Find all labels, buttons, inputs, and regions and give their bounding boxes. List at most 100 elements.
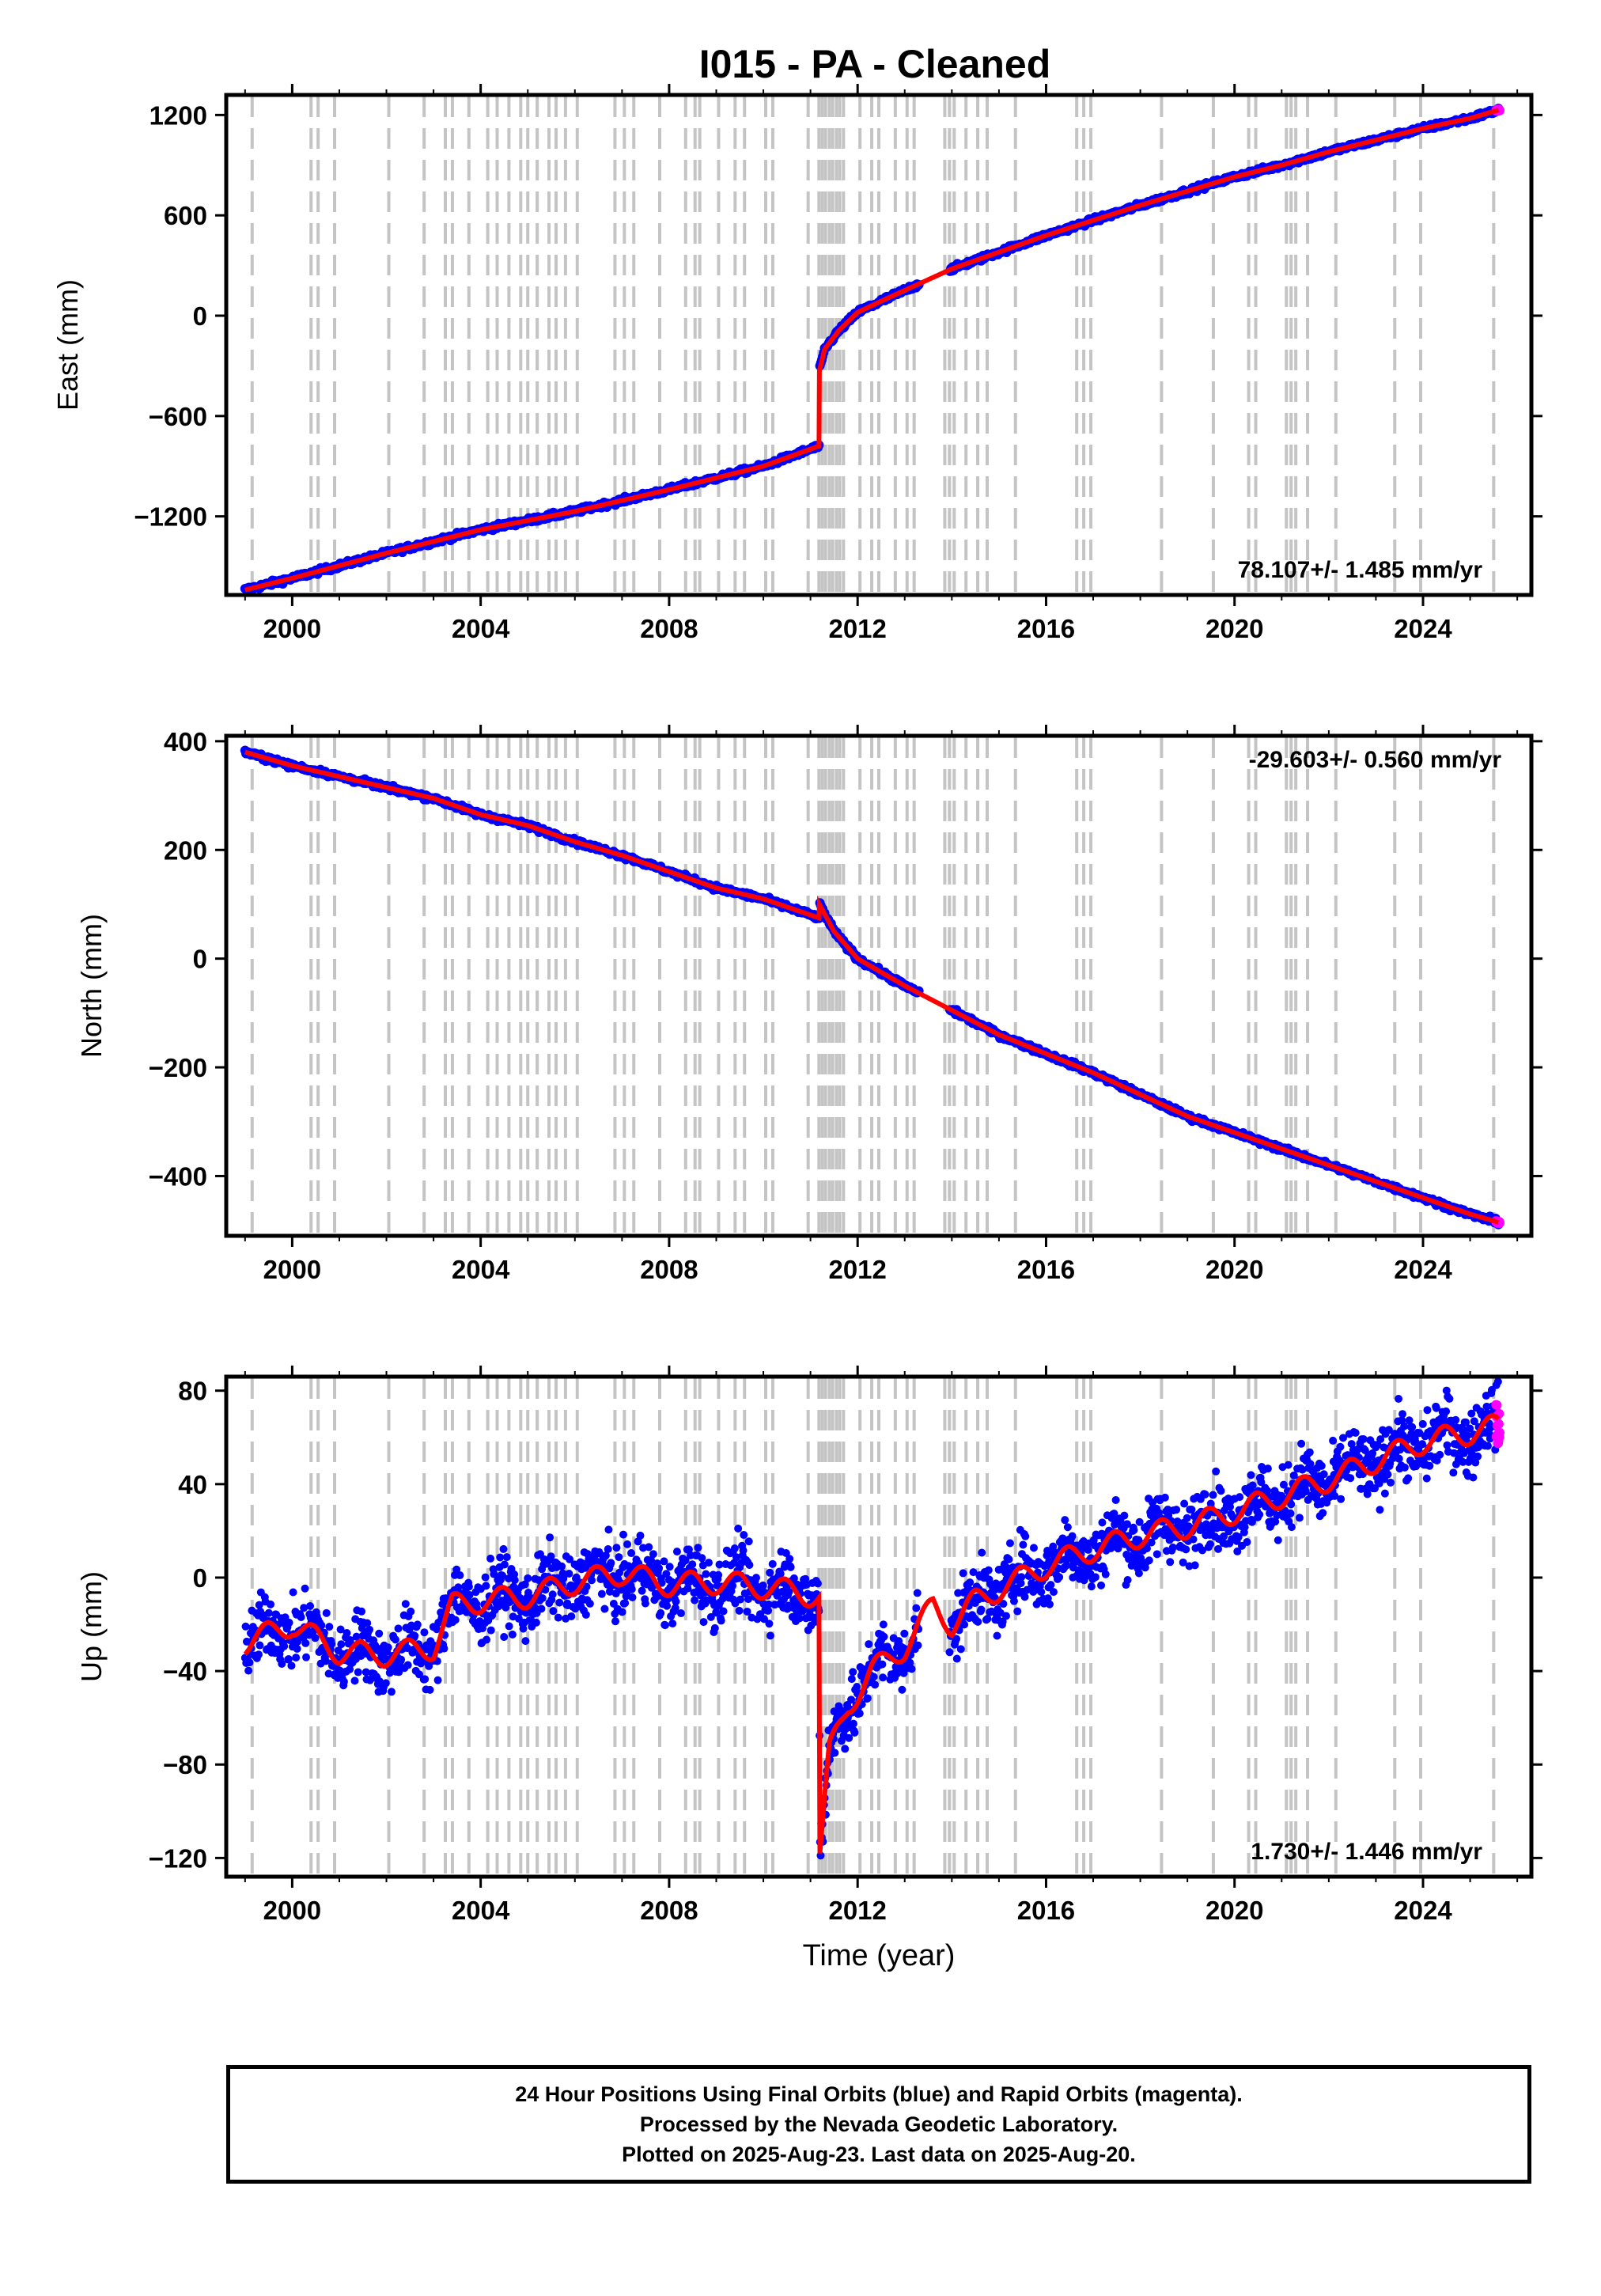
y-axis-label: North (mm) bbox=[75, 914, 108, 1058]
data-point bbox=[704, 1559, 713, 1567]
data-point bbox=[855, 1709, 864, 1718]
data-point bbox=[365, 1625, 374, 1634]
data-point bbox=[1005, 1555, 1013, 1564]
data-point bbox=[325, 1623, 334, 1631]
data-point bbox=[672, 1548, 681, 1556]
data-point bbox=[1063, 1523, 1072, 1532]
data-point bbox=[1201, 1490, 1209, 1498]
data-point bbox=[358, 1607, 366, 1616]
data-point bbox=[1166, 1558, 1175, 1567]
data-point bbox=[649, 1550, 657, 1559]
data-point bbox=[730, 1544, 739, 1553]
data-point bbox=[977, 1605, 986, 1614]
data-point bbox=[628, 1593, 637, 1601]
data-point bbox=[567, 1612, 576, 1620]
data-point bbox=[1212, 1467, 1221, 1476]
data-point bbox=[1098, 1518, 1107, 1527]
data-point bbox=[913, 1589, 922, 1597]
data-point bbox=[717, 1616, 725, 1625]
data-point bbox=[623, 1540, 632, 1548]
data-point bbox=[1284, 1461, 1293, 1469]
data-point bbox=[1183, 1514, 1191, 1522]
data-point bbox=[993, 1631, 1001, 1640]
event-lines-east bbox=[250, 97, 1496, 593]
data-point bbox=[974, 1617, 982, 1626]
data-point bbox=[735, 1606, 744, 1615]
data-point bbox=[956, 1645, 965, 1654]
y-tick-label: 200 bbox=[164, 835, 207, 865]
data-point bbox=[1336, 1442, 1345, 1451]
data-point bbox=[660, 1621, 669, 1630]
data-point bbox=[555, 1598, 564, 1607]
data-point bbox=[1068, 1532, 1077, 1540]
chart-panels: 2000 2004 2008 2012 2016 2020 202412006000−600… bbox=[51, 84, 1542, 1972]
data-point bbox=[728, 1582, 736, 1590]
data-point bbox=[302, 1653, 311, 1661]
data-point bbox=[1317, 1461, 1326, 1470]
data-point bbox=[710, 1623, 719, 1632]
data-point bbox=[1190, 1561, 1199, 1570]
data-point bbox=[1319, 1470, 1328, 1479]
data-point bbox=[394, 1624, 403, 1633]
data-point bbox=[691, 1596, 699, 1605]
data-point bbox=[1363, 1490, 1372, 1498]
x-axis-east: 2000 2004 2008 2012 2016 2020 2024 bbox=[244, 84, 1519, 643]
data-point bbox=[301, 1639, 310, 1647]
data-point bbox=[766, 1631, 774, 1640]
data-point bbox=[1101, 1570, 1110, 1578]
data-point bbox=[1287, 1523, 1296, 1532]
data-point bbox=[1255, 1510, 1264, 1519]
data-point bbox=[688, 1560, 697, 1569]
y-tick-label: 0 bbox=[193, 945, 207, 974]
data-point bbox=[1214, 1544, 1222, 1553]
data-point bbox=[766, 1568, 774, 1577]
data-point bbox=[1247, 1471, 1255, 1480]
data-point bbox=[655, 1563, 664, 1572]
x-tick-label: 2008 bbox=[640, 1255, 698, 1284]
data-point bbox=[496, 1553, 505, 1562]
y-tick-label: 1200 bbox=[150, 100, 207, 130]
data-point bbox=[1097, 1581, 1106, 1589]
data-point bbox=[615, 1553, 623, 1562]
data-point bbox=[500, 1633, 509, 1642]
data-point bbox=[280, 1642, 289, 1650]
data-point bbox=[1029, 1544, 1038, 1552]
data-point bbox=[486, 1626, 495, 1635]
data-point bbox=[619, 1530, 628, 1539]
data-point bbox=[627, 1549, 636, 1558]
data-point bbox=[604, 1525, 613, 1534]
data-point bbox=[978, 1548, 986, 1557]
data-point bbox=[1187, 1505, 1196, 1514]
x-tick-label: 2016 bbox=[1017, 1255, 1075, 1284]
data-point bbox=[1160, 1493, 1169, 1502]
data-point bbox=[611, 1617, 620, 1626]
data-point bbox=[1120, 1511, 1129, 1520]
data-point bbox=[672, 1597, 680, 1606]
data-point bbox=[1376, 1506, 1384, 1514]
data-point bbox=[1243, 1538, 1251, 1547]
data-point bbox=[1123, 1576, 1132, 1585]
data-point bbox=[668, 1620, 677, 1628]
data-point bbox=[719, 1607, 728, 1616]
x-tick-label: 2000 bbox=[263, 614, 321, 643]
data-point bbox=[588, 1576, 596, 1585]
data-point bbox=[287, 1661, 296, 1670]
data-point bbox=[481, 1573, 490, 1582]
data-point bbox=[407, 1607, 415, 1616]
data-point bbox=[1168, 1543, 1177, 1552]
data-point bbox=[865, 1640, 873, 1649]
data-point bbox=[657, 1608, 665, 1617]
data-point bbox=[585, 1599, 594, 1608]
data-point bbox=[350, 1677, 359, 1685]
plot-frame bbox=[224, 93, 1534, 597]
data-point bbox=[863, 1694, 872, 1703]
data-point bbox=[850, 1728, 859, 1737]
data-point bbox=[1152, 1550, 1161, 1559]
y-tick-label: 400 bbox=[164, 727, 207, 756]
data-point bbox=[641, 1599, 649, 1608]
panel-up: 2000 2004 2008 2012 2016 2020 202480400−40−80−… bbox=[75, 1366, 1542, 1972]
x-tick-label: 2016 bbox=[1017, 614, 1075, 643]
data-point bbox=[1248, 1481, 1257, 1490]
